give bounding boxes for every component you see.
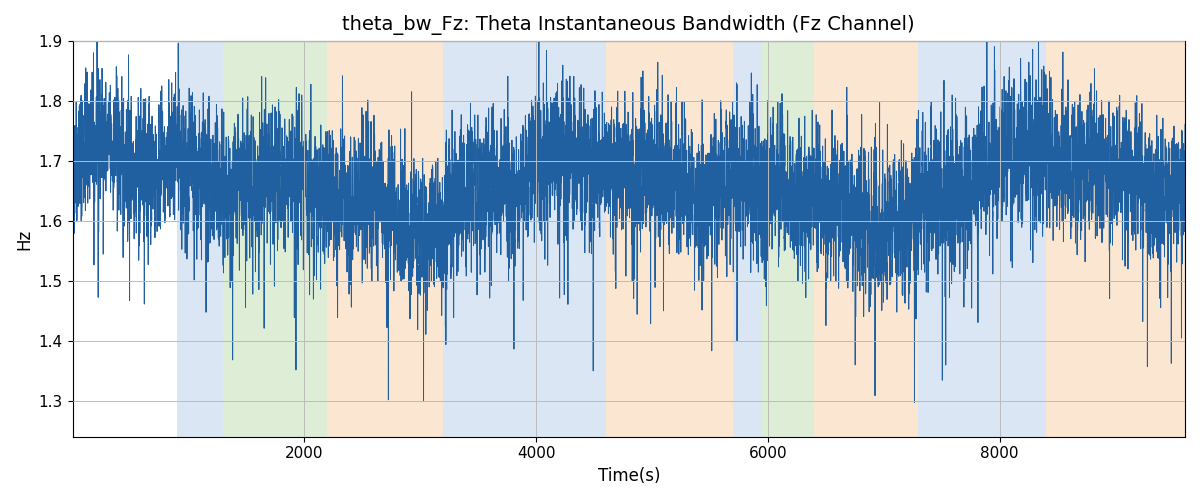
Bar bbox=[443, 41, 606, 436]
Bar bbox=[918, 41, 1046, 436]
Y-axis label: Hz: Hz bbox=[14, 228, 32, 250]
Bar bbox=[606, 41, 733, 436]
X-axis label: Time(s): Time(s) bbox=[598, 467, 660, 485]
Title: theta_bw_Fz: Theta Instantaneous Bandwidth (Fz Channel): theta_bw_Fz: Theta Instantaneous Bandwid… bbox=[342, 15, 916, 35]
Bar bbox=[733, 41, 762, 436]
Bar bbox=[176, 41, 223, 436]
Bar bbox=[223, 41, 328, 436]
Bar bbox=[1046, 41, 1186, 436]
Bar bbox=[328, 41, 443, 436]
Bar bbox=[814, 41, 918, 436]
Bar bbox=[762, 41, 814, 436]
